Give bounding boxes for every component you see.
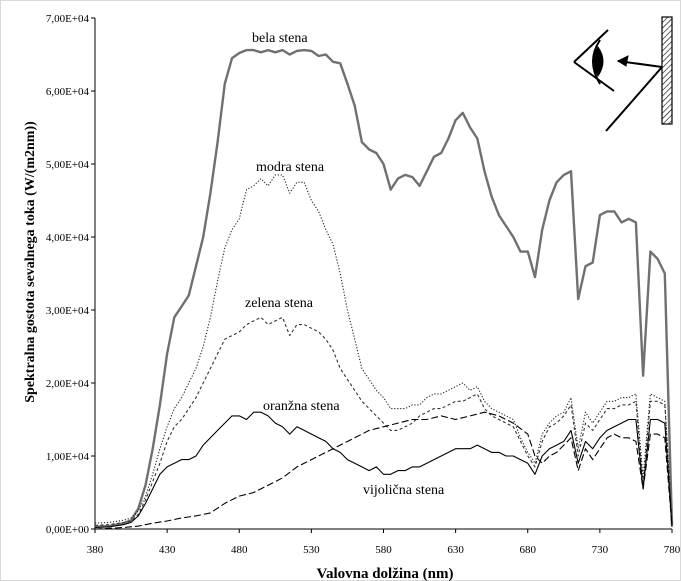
label-oranzna-stena: oranžna stena	[263, 399, 340, 414]
x-tick-label: 580	[375, 544, 392, 556]
y-axis-ticks: 0,00E+00 1,00E+04 2,00E+04 3,00E+04 4,00E+04…	[46, 13, 95, 536]
y-axis-title: Spektralna gostota sevalnega toka (W/(m2…	[23, 121, 38, 403]
x-tick-label: 430	[159, 544, 176, 556]
y-tick-label: 1,00E+04	[46, 451, 90, 463]
x-axis-title: Valovna dolžina (nm)	[317, 566, 454, 581]
y-tick-label: 5,00E+04	[46, 159, 90, 171]
series-line-bela-stena	[94, 48, 674, 528]
x-tick-label: 780	[664, 544, 681, 556]
series-lines	[94, 48, 674, 530]
label-vijolicna-stena: vijolična stena	[363, 483, 445, 498]
label-modra-stena: modra stena	[256, 160, 325, 175]
y-tick-label: 7,00E+04	[46, 13, 90, 25]
x-tick-label: 730	[592, 544, 609, 556]
eye-wall-diagram-icon	[573, 16, 673, 132]
y-tick-label: 2,00E+04	[46, 378, 90, 390]
label-bela-stena: bela stena	[252, 31, 308, 46]
series-line-vijolicna-stena	[94, 411, 673, 530]
y-tick-label: 3,00E+04	[46, 305, 90, 317]
y-tick-label: 6,00E+04	[46, 86, 90, 98]
x-tick-label: 680	[520, 544, 537, 556]
x-tick-label: 630	[447, 544, 464, 556]
x-tick-label: 530	[303, 544, 320, 556]
label-zelena-stena: zelena stena	[245, 296, 314, 311]
series-line-oranzna-stena	[94, 411, 673, 529]
x-tick-label: 480	[231, 544, 248, 556]
x-tick-label: 380	[87, 544, 104, 556]
series-line-zelena-stena	[94, 316, 673, 526]
y-tick-label: 0,00E+00	[46, 524, 90, 536]
x-axis-ticks: 380 430 480 530 580 630 680 730 780	[87, 529, 681, 556]
y-tick-label: 4,00E+04	[46, 232, 90, 244]
